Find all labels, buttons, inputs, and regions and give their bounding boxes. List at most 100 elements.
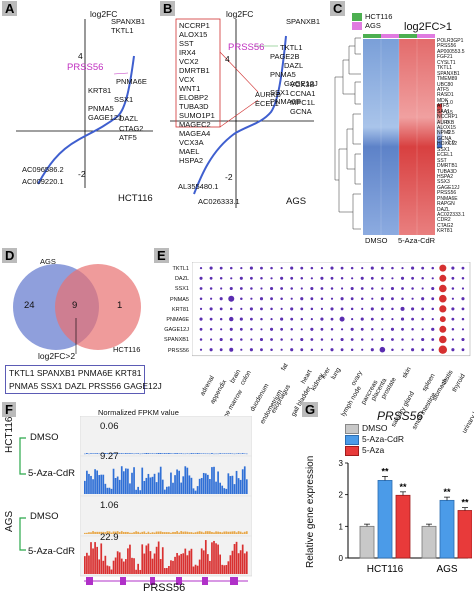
bubble — [431, 286, 435, 291]
bubble — [310, 286, 314, 291]
bubble — [411, 287, 414, 290]
bubble — [250, 328, 253, 331]
significance-label: ** — [443, 487, 451, 497]
coverage-bar — [194, 490, 197, 494]
bubble — [229, 347, 234, 352]
panel-b-boxed-genes: NCCRP1 ALOX15 SST IRX4 VCX2 DMRTB1 VCX W… — [179, 21, 215, 165]
bubble — [270, 266, 273, 270]
coverage-bar — [141, 544, 144, 574]
bar — [421, 525, 437, 559]
coverage-bar — [227, 531, 230, 534]
bubble — [340, 337, 344, 342]
bubble — [400, 306, 405, 311]
coverage-bar — [149, 532, 152, 534]
scale-label: 1.0 — [446, 100, 453, 106]
bubble — [340, 297, 344, 301]
coverage-bar — [106, 531, 109, 534]
row-label: PRSS56 — [167, 347, 189, 354]
legend-swatch — [352, 22, 362, 31]
bubble — [280, 267, 283, 270]
coverage-bar — [235, 541, 238, 574]
coverage-bar — [104, 555, 107, 574]
coverage-bar — [137, 453, 139, 454]
coverage-bar — [88, 473, 90, 494]
coverage-bar — [135, 569, 137, 574]
bubble — [439, 284, 447, 293]
legend-label: DMSO — [362, 423, 388, 433]
bubble — [310, 277, 313, 280]
coverage-bar — [114, 477, 117, 494]
scale-label: -0.5 — [446, 130, 455, 136]
coverage-bar — [159, 453, 162, 454]
coverage-bar — [104, 483, 107, 494]
panel-f-title: Normalized FPKM value — [98, 408, 179, 417]
coverage-bar — [151, 453, 154, 454]
gene-label: PNMA5 — [88, 104, 114, 113]
coverage-bar — [213, 466, 215, 494]
bubble — [439, 294, 447, 303]
bubble — [401, 338, 404, 341]
coverage-bar — [159, 466, 162, 494]
row-label: AURKB — [437, 119, 455, 126]
bubble — [320, 297, 324, 300]
coverage-bar — [118, 552, 121, 574]
coverage-bar — [122, 453, 125, 454]
bubble — [421, 297, 425, 301]
bubble — [371, 297, 374, 300]
bubble — [401, 348, 404, 351]
scale-label: 0 — [446, 120, 449, 126]
bubble — [381, 317, 384, 321]
panel-f-tracks — [80, 416, 252, 585]
legend-item: HCT116 — [352, 12, 392, 22]
track-label: DMSO — [30, 432, 59, 443]
bubble — [380, 297, 384, 301]
coverage-bar — [108, 531, 111, 534]
coverage-bar — [186, 467, 189, 494]
coverage-bar — [141, 453, 144, 455]
bubble — [379, 346, 386, 353]
coverage-bar — [202, 472, 205, 494]
gene-label: DAZL — [119, 114, 139, 123]
row-label: ATF5 — [437, 86, 449, 93]
coverage-bar — [219, 554, 221, 574]
coverage-bar — [204, 453, 207, 455]
bubble — [320, 276, 324, 280]
coverage-bar — [147, 531, 150, 534]
gene-label: GAGE12J — [284, 79, 318, 88]
bubble — [411, 266, 415, 270]
coverage-bar — [209, 453, 211, 455]
coverage-bar — [188, 475, 191, 494]
panel-e-gene-labels: TKTL1 DAZL SSX1 PNMA5 KRT81 PNMA6E GAGE12J SPAN… — [155, 264, 189, 356]
bubble — [280, 276, 284, 280]
coverage-bar — [237, 531, 240, 534]
coverage-bar — [155, 482, 158, 494]
coverage-bar — [137, 563, 139, 574]
coverage-bar — [88, 532, 90, 534]
coverage-bar — [153, 473, 156, 494]
coverage-bar — [209, 560, 211, 574]
panel-e-tissue-labels: adrenal appendix bone marrow brain colon duod… — [192, 356, 474, 434]
gene-label: GAGE12J — [88, 113, 122, 122]
bubble — [300, 277, 304, 280]
bubble — [229, 286, 233, 291]
coverage-bar — [186, 453, 189, 454]
row-label: MDK — [437, 97, 449, 104]
bubble — [381, 277, 384, 280]
bubble — [320, 317, 324, 321]
coverage-bar — [147, 543, 150, 574]
coverage-bar — [116, 453, 119, 454]
panel-g-legend: DMSO 5-Aza-CdR 5-Aza — [345, 423, 404, 456]
bubble — [360, 287, 364, 290]
coverage-bar — [213, 532, 215, 534]
row-label: DMRTB1 — [437, 163, 458, 170]
coverage-bar — [184, 531, 187, 534]
gene-label: AC026333.1 — [198, 197, 240, 206]
legend-item: AGS — [352, 21, 392, 31]
coverage-bar — [102, 560, 105, 574]
bubble — [411, 348, 415, 352]
panel-d-gene-box: TKTL1 SPANXB1 PNMA6E KRT81 PNMA5 SSX1 DA… — [5, 365, 162, 394]
coverage-bar — [114, 453, 117, 454]
coverage-bar — [118, 532, 121, 534]
coverage-bar — [108, 453, 111, 455]
gene-label: DAZL — [284, 61, 304, 70]
